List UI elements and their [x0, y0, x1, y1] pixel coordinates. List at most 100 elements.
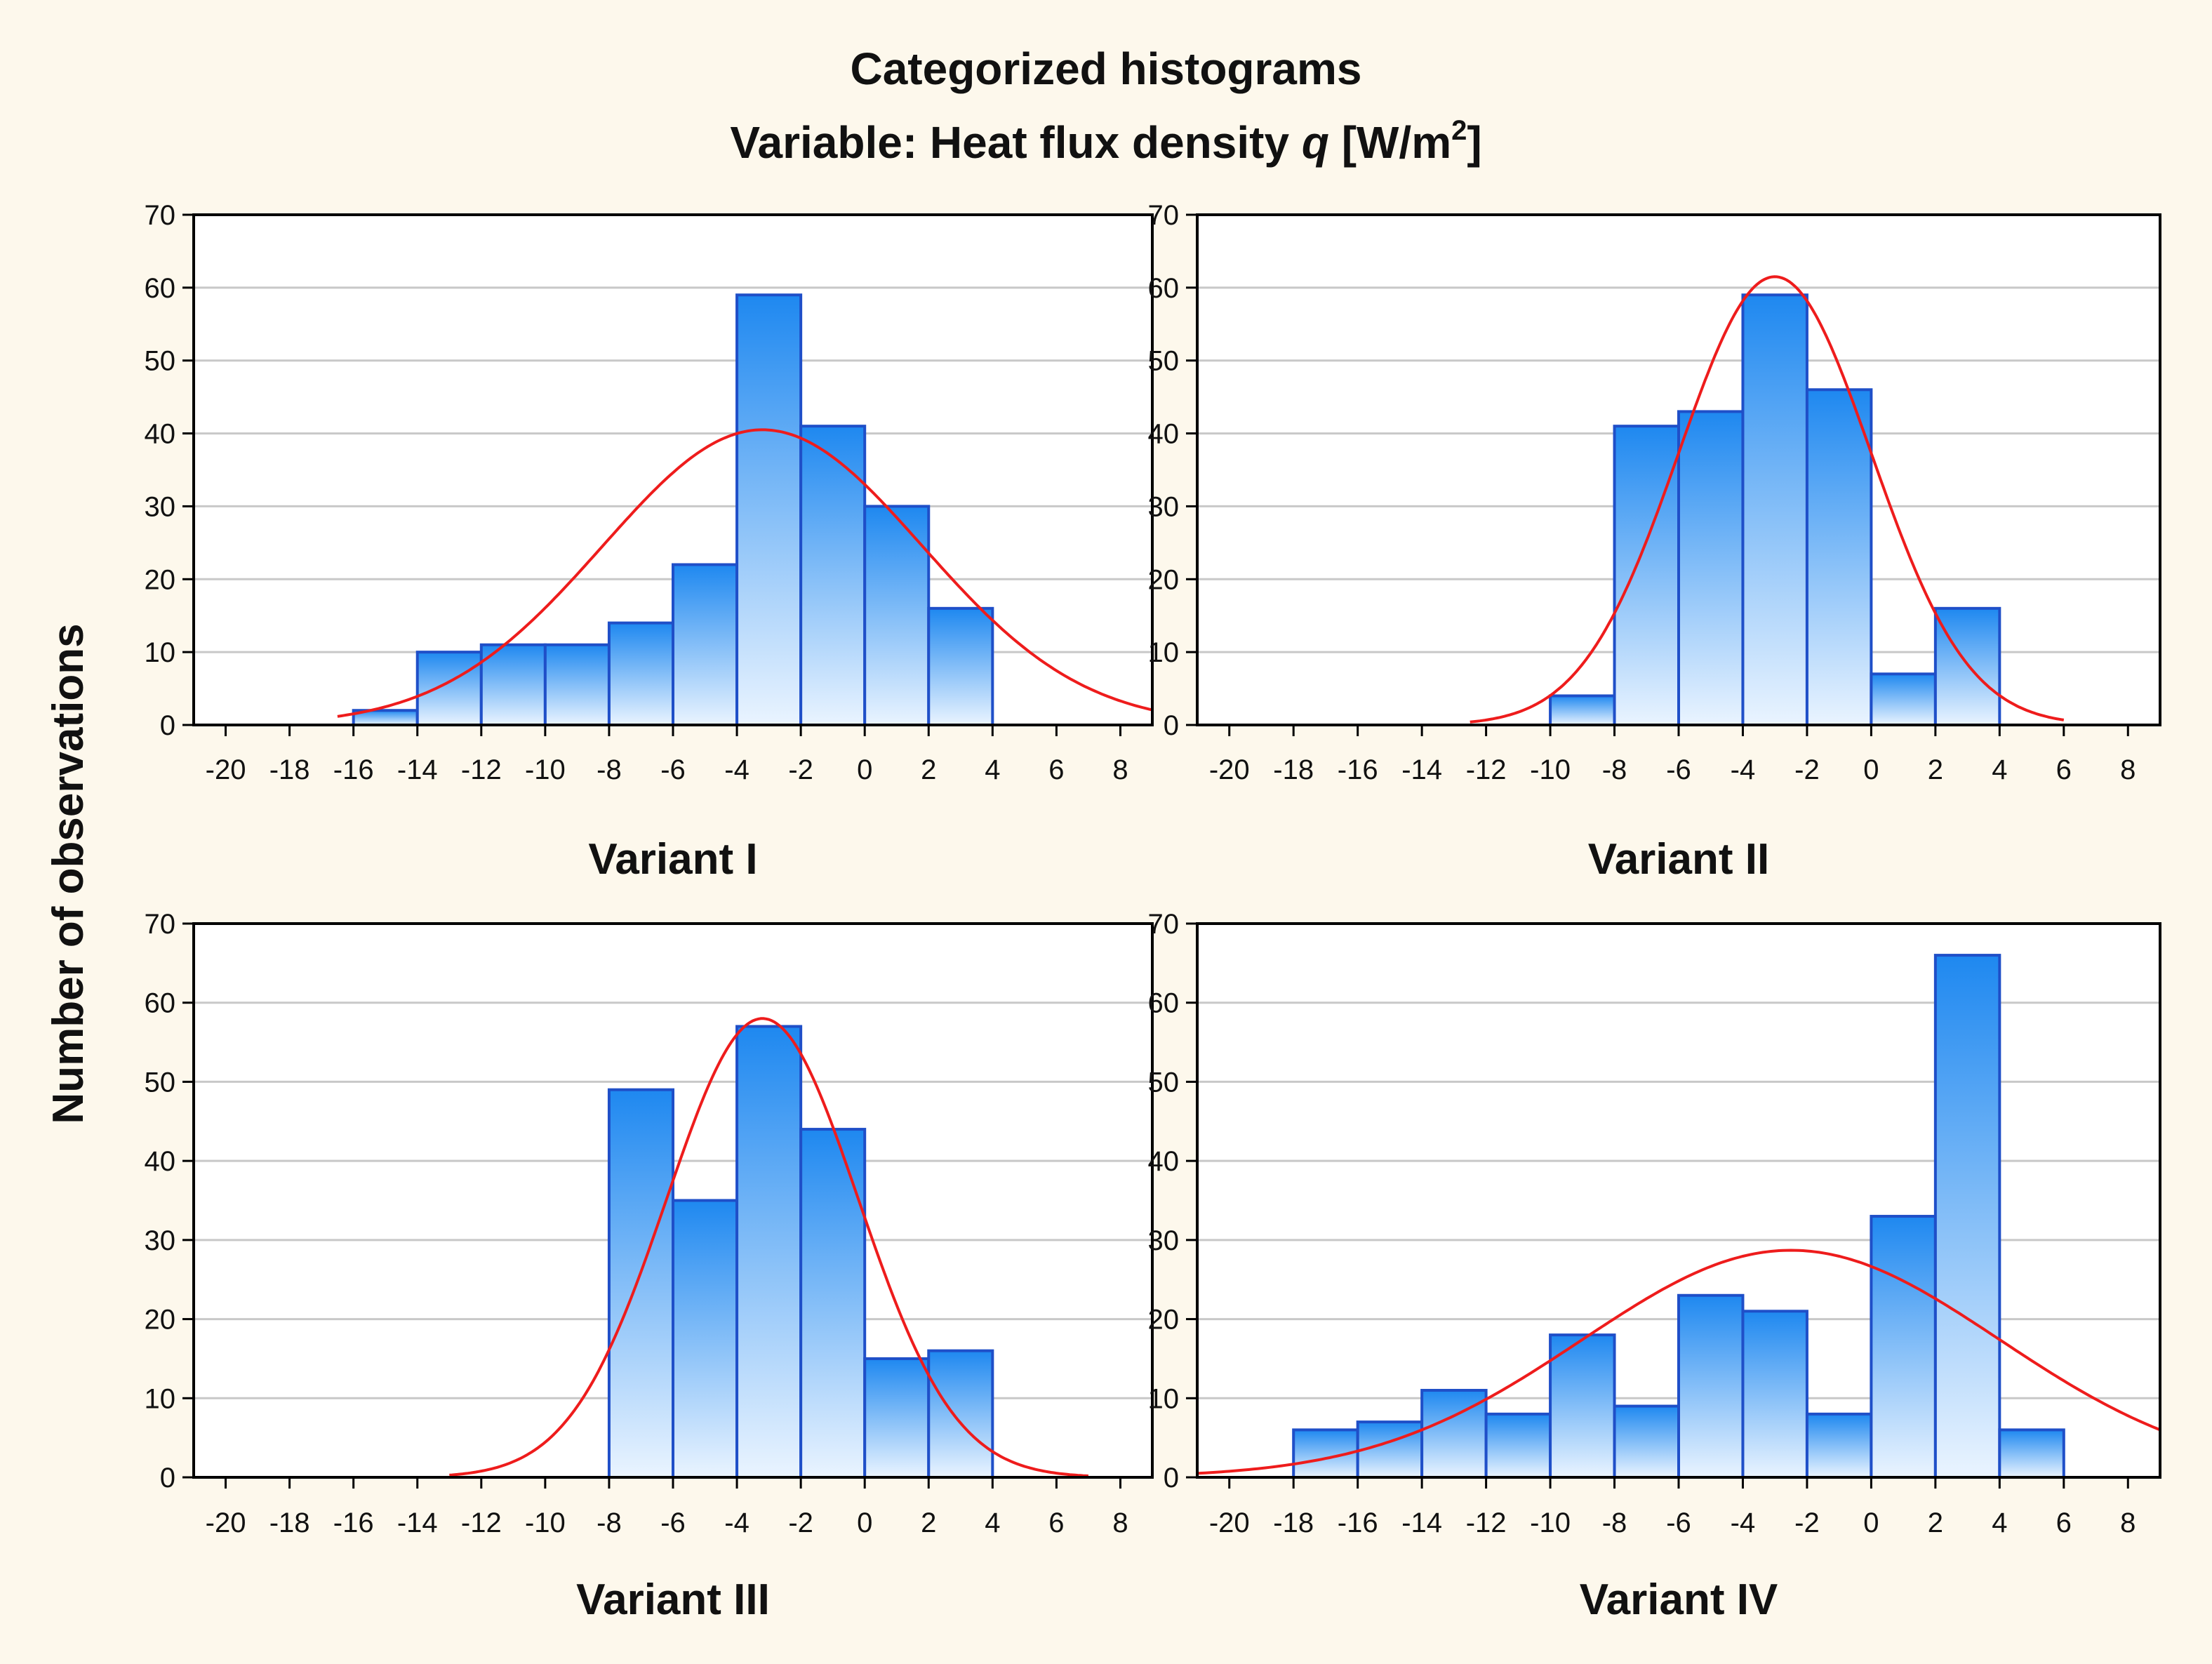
histogram-bar [1613, 1404, 1681, 1479]
normal-fit-curve [1470, 275, 2065, 724]
normal-fit-curve [337, 428, 1153, 718]
x-tick-label: -2 [1794, 1507, 1820, 1538]
x-tick-label: -18 [269, 754, 310, 785]
x-tick-label: -4 [724, 1507, 749, 1538]
histogram-bar [799, 1128, 867, 1479]
x-tick-label: -6 [1666, 1507, 1691, 1538]
y-tick-label: 40 [145, 419, 176, 450]
histogram-bar [927, 606, 994, 726]
y-tick-label: 10 [1148, 637, 1180, 668]
histogram-bar [863, 505, 931, 727]
x-tick-label: -12 [1466, 754, 1507, 785]
x-tick-label: -10 [525, 1507, 566, 1538]
y-tick-label: 30 [145, 491, 176, 522]
histogram-bar [863, 1357, 931, 1479]
y-tick-label: 70 [1148, 200, 1180, 231]
histogram-bar [1933, 606, 2001, 726]
y-tick-label: 0 [1164, 1463, 1179, 1493]
x-tick-label: -6 [660, 1507, 686, 1538]
x-tick-label: 0 [857, 1507, 872, 1538]
figure-title-line1: Categorized histograms [850, 44, 1361, 94]
y-tick-label: 40 [145, 1146, 176, 1177]
panel-label: Variant III [576, 1576, 770, 1624]
x-tick-label: -4 [1731, 1507, 1756, 1538]
y-tick-label: 60 [145, 988, 176, 1019]
x-tick-label: 8 [1112, 1507, 1128, 1538]
x-tick-label: 0 [1863, 754, 1879, 785]
y-tick-label: 10 [145, 1383, 176, 1414]
x-tick-label: 8 [2120, 754, 2136, 785]
x-tick-label: 2 [921, 1507, 936, 1538]
y-tick-label: 60 [1148, 988, 1180, 1019]
x-tick-label: -8 [1602, 1507, 1627, 1538]
y-tick-label: 10 [145, 637, 176, 668]
y-tick-label: 40 [1148, 419, 1180, 450]
title-variable: q [1302, 117, 1329, 168]
x-tick-label: -2 [788, 754, 813, 785]
x-tick-label: -8 [1602, 754, 1627, 785]
y-tick-label: 60 [145, 273, 176, 304]
x-tick-label: -12 [461, 754, 502, 785]
x-tick-label: -10 [525, 754, 566, 785]
x-tick-label: 6 [2056, 1507, 2072, 1538]
x-tick-label: 6 [1048, 754, 1064, 785]
x-tick-label: -16 [1338, 1507, 1378, 1538]
x-tick-label: 2 [921, 754, 936, 785]
x-tick-label: -6 [660, 754, 686, 785]
histogram-bar [415, 651, 483, 727]
x-tick-label: -18 [1273, 754, 1314, 785]
x-tick-label: -10 [1530, 754, 1571, 785]
histogram-bar [1677, 410, 1745, 727]
x-tick-label: -4 [724, 754, 749, 785]
y-tick-label: 50 [1148, 346, 1180, 377]
histogram-bar [607, 621, 675, 726]
y-tick-label: 10 [1148, 1383, 1180, 1414]
y-tick-label: 60 [1148, 273, 1180, 304]
y-axis-label: Number of observations [44, 623, 93, 1124]
histogram-bar [1805, 388, 1873, 726]
x-tick-label: 4 [985, 754, 1000, 785]
histogram-bar [1420, 1389, 1488, 1479]
title-unit-open: [W/m [1329, 117, 1451, 168]
title-unit-sup: 2 [1451, 115, 1467, 146]
y-tick-label: 70 [145, 200, 176, 231]
x-tick-label: 6 [2056, 754, 2072, 785]
histogram-bar [607, 1088, 675, 1479]
normal-fit-curve [1197, 1249, 2161, 1475]
histogram-bar [1741, 1310, 1808, 1479]
x-tick-label: -2 [1794, 754, 1820, 785]
histogram-bar [927, 1349, 994, 1479]
x-tick-label: -12 [1466, 1507, 1507, 1538]
x-tick-label: -12 [461, 1507, 502, 1538]
x-tick-label: -16 [333, 754, 374, 785]
x-tick-label: -16 [1338, 754, 1378, 785]
histogram-bar [1741, 293, 1808, 726]
x-tick-label: -6 [1666, 754, 1691, 785]
y-tick-label: 20 [145, 1305, 176, 1336]
y-tick-label: 30 [1148, 491, 1180, 522]
y-tick-label: 30 [1148, 1225, 1180, 1256]
y-tick-label: 20 [1148, 1305, 1180, 1336]
panel-label: Variant II [1588, 835, 1769, 884]
x-tick-label: -2 [788, 1507, 813, 1538]
x-tick-label: -8 [597, 1507, 622, 1538]
figure-title-line2: Variable: Heat flux density q [W/m2] [730, 115, 1481, 168]
x-tick-label: -20 [206, 1507, 246, 1538]
x-tick-label: 4 [1992, 1507, 2007, 1538]
histogram-bar [1549, 1333, 1616, 1479]
x-tick-label: -14 [397, 754, 438, 785]
histogram-bar [1484, 1412, 1552, 1479]
y-tick-label: 40 [1148, 1146, 1180, 1177]
x-tick-label: -10 [1530, 1507, 1571, 1538]
x-tick-label: 6 [1048, 1507, 1064, 1538]
y-tick-label: 70 [1148, 909, 1180, 940]
y-tick-label: 30 [145, 1225, 176, 1256]
histogram-bar [735, 1025, 803, 1479]
x-tick-label: 8 [1112, 754, 1128, 785]
x-tick-label: 2 [1928, 1507, 1943, 1538]
